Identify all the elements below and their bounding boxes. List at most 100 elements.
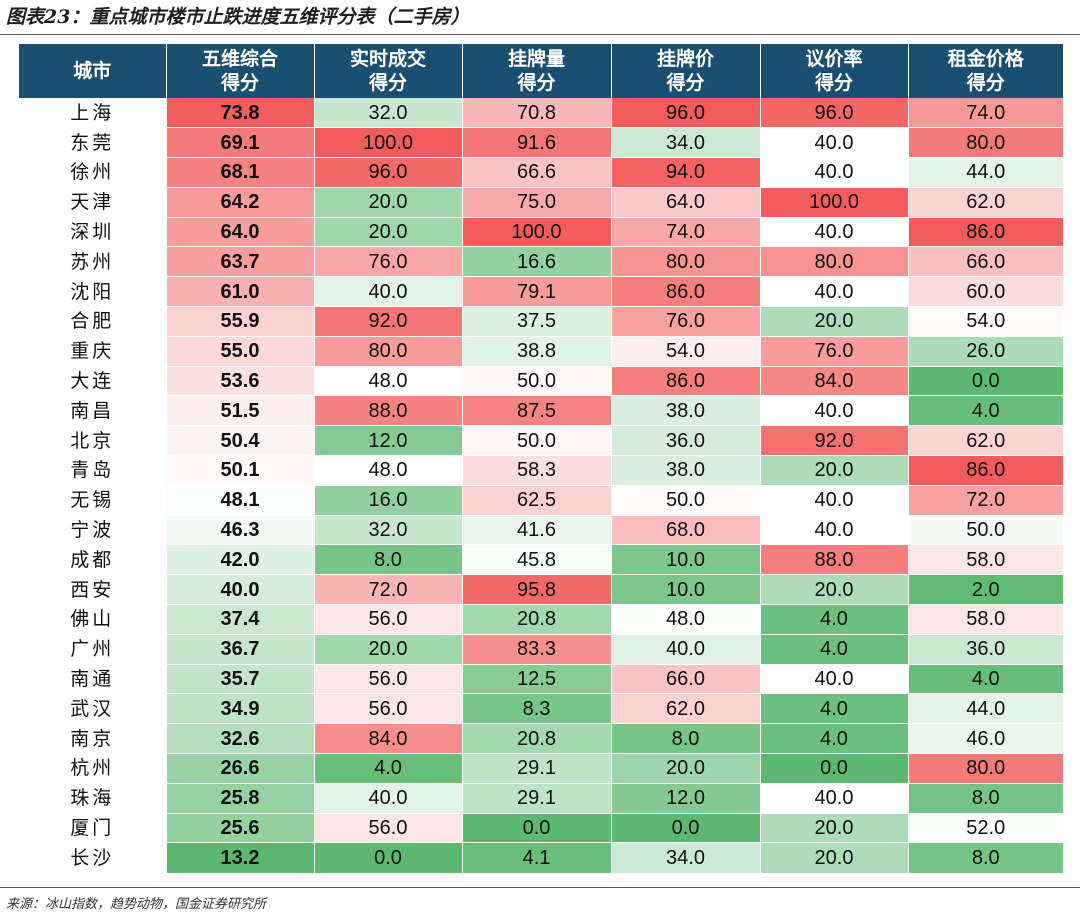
listing-volume-score-cell: 0.0: [461, 813, 611, 844]
transaction-score-cell: 80.0: [313, 336, 462, 367]
city-cell: 南昌: [19, 395, 166, 427]
table-row: 北京 50.4 12.0 50.0 36.0 92.0 62.0: [19, 425, 1063, 457]
bargain-rate-score-cell: 80.0: [759, 246, 908, 278]
rent-price-score-cell: 2.0: [907, 574, 1063, 606]
header-rent-price-score: 租金价格 得分: [907, 44, 1063, 98]
listing-volume-score-cell: 4.1: [461, 842, 611, 873]
city-cell: 珠海: [19, 783, 166, 814]
listing-price-score-cell: 54.0: [610, 336, 760, 367]
total-score-cell: 32.6: [165, 723, 314, 755]
listing-volume-score-cell: 66.6: [461, 157, 611, 188]
city-cell: 成都: [19, 544, 166, 576]
header-city-line: 城市: [73, 60, 112, 82]
total-score-cell: 69.1: [165, 127, 314, 159]
table-row: 无锡 48.1 16.0 62.5 50.0 40.0 72.0: [19, 485, 1063, 516]
city-cell: 深圳: [19, 217, 166, 248]
table-row: 厦门 25.6 56.0 0.0 0.0 20.0 52.0: [19, 813, 1063, 844]
rent-price-score-cell: 58.0: [907, 544, 1063, 576]
city-cell: 南通: [19, 664, 166, 695]
city-cell: 长沙: [19, 842, 166, 873]
bargain-rate-score-cell: 4.0: [759, 693, 908, 725]
bargain-rate-score-cell: 40.0: [759, 515, 908, 546]
table-row: 武汉 34.9 56.0 8.3 62.0 4.0 44.0: [19, 693, 1063, 725]
listing-volume-score-cell: 87.5: [461, 395, 611, 427]
rent-price-score-cell: 80.0: [907, 753, 1063, 784]
table-row: 深圳 64.0 20.0 100.0 74.0 40.0 86.0: [19, 217, 1063, 248]
header-listing-volume-score-line: 挂牌量: [507, 48, 565, 70]
listing-volume-score-cell: 83.3: [461, 634, 611, 665]
city-cell: 南京: [19, 723, 166, 755]
transaction-score-cell: 40.0: [313, 276, 462, 308]
table-row: 广州 36.7 20.0 83.3 40.0 4.0 36.0: [19, 634, 1063, 665]
bargain-rate-score-cell: 84.0: [759, 366, 908, 397]
listing-price-score-cell: 8.0: [610, 723, 760, 755]
total-score-cell: 34.9: [165, 693, 314, 725]
transaction-score-cell: 40.0: [313, 783, 462, 814]
header-listing-price-score-line: 得分: [666, 72, 705, 94]
listing-price-score-cell: 20.0: [610, 753, 760, 784]
listing-price-score-cell: 94.0: [610, 157, 760, 188]
table-row: 上海 73.8 32.0 70.8 96.0 96.0 74.0: [19, 98, 1063, 129]
table-row: 大连 53.6 48.0 50.0 86.0 84.0 0.0: [19, 366, 1063, 397]
listing-price-score-cell: 36.0: [610, 425, 760, 457]
total-score-cell: 73.8: [165, 98, 314, 129]
total-score-cell: 50.4: [165, 425, 314, 457]
listing-price-score-cell: 64.0: [610, 187, 760, 218]
total-score-cell: 42.0: [165, 544, 314, 576]
listing-price-score-cell: 38.0: [610, 455, 760, 486]
total-score-cell: 55.9: [165, 306, 314, 337]
bargain-rate-score-cell: 20.0: [759, 813, 908, 844]
listing-volume-score-cell: 38.8: [461, 336, 611, 367]
table-row: 宁波 46.3 32.0 41.6 68.0 40.0 50.0: [19, 515, 1063, 546]
figure-caption: 图表23：重点城市楼市止跌进度五维评分表（二手房）: [6, 6, 470, 28]
rent-price-score-cell: 74.0: [907, 98, 1063, 129]
listing-price-score-cell: 40.0: [610, 634, 760, 665]
listing-volume-score-cell: 91.6: [461, 127, 611, 159]
transaction-score-cell: 20.0: [313, 217, 462, 248]
listing-volume-score-cell: 62.5: [461, 485, 611, 516]
header-transaction-score-line: 实时成交: [349, 48, 426, 70]
listing-price-score-cell: 96.0: [610, 98, 760, 129]
total-score-cell: 37.4: [165, 604, 314, 635]
rent-price-score-cell: 4.0: [907, 664, 1063, 695]
transaction-score-cell: 76.0: [313, 246, 462, 278]
listing-price-score-cell: 38.0: [610, 395, 760, 427]
bargain-rate-score-cell: 40.0: [759, 664, 908, 695]
listing-price-score-cell: 0.0: [610, 813, 760, 844]
table-row: 苏州 63.7 76.0 16.6 80.0 80.0 66.0: [19, 246, 1063, 278]
total-score-cell: 46.3: [165, 515, 314, 546]
transaction-score-cell: 12.0: [313, 425, 462, 457]
table-row: 杭州 26.6 4.0 29.1 20.0 0.0 80.0: [19, 753, 1063, 784]
header-listing-volume-score-line: 得分: [517, 72, 556, 94]
listing-volume-score-cell: 45.8: [461, 544, 611, 576]
header-transaction-score: 实时成交 得分: [313, 44, 462, 98]
listing-price-score-cell: 86.0: [610, 366, 760, 397]
rent-price-score-cell: 66.0: [907, 246, 1063, 278]
rent-price-score-cell: 86.0: [907, 455, 1063, 486]
total-score-cell: 61.0: [165, 276, 314, 308]
listing-price-score-cell: 86.0: [610, 276, 760, 308]
listing-price-score-cell: 62.0: [610, 693, 760, 725]
table-row: 重庆 55.0 80.0 38.8 54.0 76.0 26.0: [19, 336, 1063, 367]
header-bargain-rate-score-line: 得分: [814, 72, 853, 94]
bargain-rate-score-cell: 0.0: [759, 753, 908, 784]
bargain-rate-score-cell: 40.0: [759, 217, 908, 248]
city-cell: 徐州: [19, 157, 166, 188]
table-row: 合肥 55.9 92.0 37.5 76.0 20.0 54.0: [19, 306, 1063, 337]
total-score-cell: 64.2: [165, 187, 314, 218]
header-total-score-line: 五维综合: [201, 48, 278, 70]
rent-price-score-cell: 4.0: [907, 395, 1063, 427]
listing-volume-score-cell: 37.5: [461, 306, 611, 337]
listing-volume-score-cell: 95.8: [461, 574, 611, 606]
listing-price-score-cell: 34.0: [610, 127, 760, 159]
rent-price-score-cell: 62.0: [907, 187, 1063, 218]
bargain-rate-score-cell: 40.0: [759, 783, 908, 814]
transaction-score-cell: 72.0: [313, 574, 462, 606]
listing-volume-score-cell: 12.5: [461, 664, 611, 695]
header-rent-price-score-line: 租金价格: [947, 48, 1024, 70]
bargain-rate-score-cell: 40.0: [759, 127, 908, 159]
transaction-score-cell: 56.0: [313, 813, 462, 844]
table-row: 西安 40.0 72.0 95.8 10.0 20.0 2.0: [19, 574, 1063, 606]
header-listing-volume-score: 挂牌量 得分: [461, 44, 611, 98]
bargain-rate-score-cell: 20.0: [759, 842, 908, 873]
